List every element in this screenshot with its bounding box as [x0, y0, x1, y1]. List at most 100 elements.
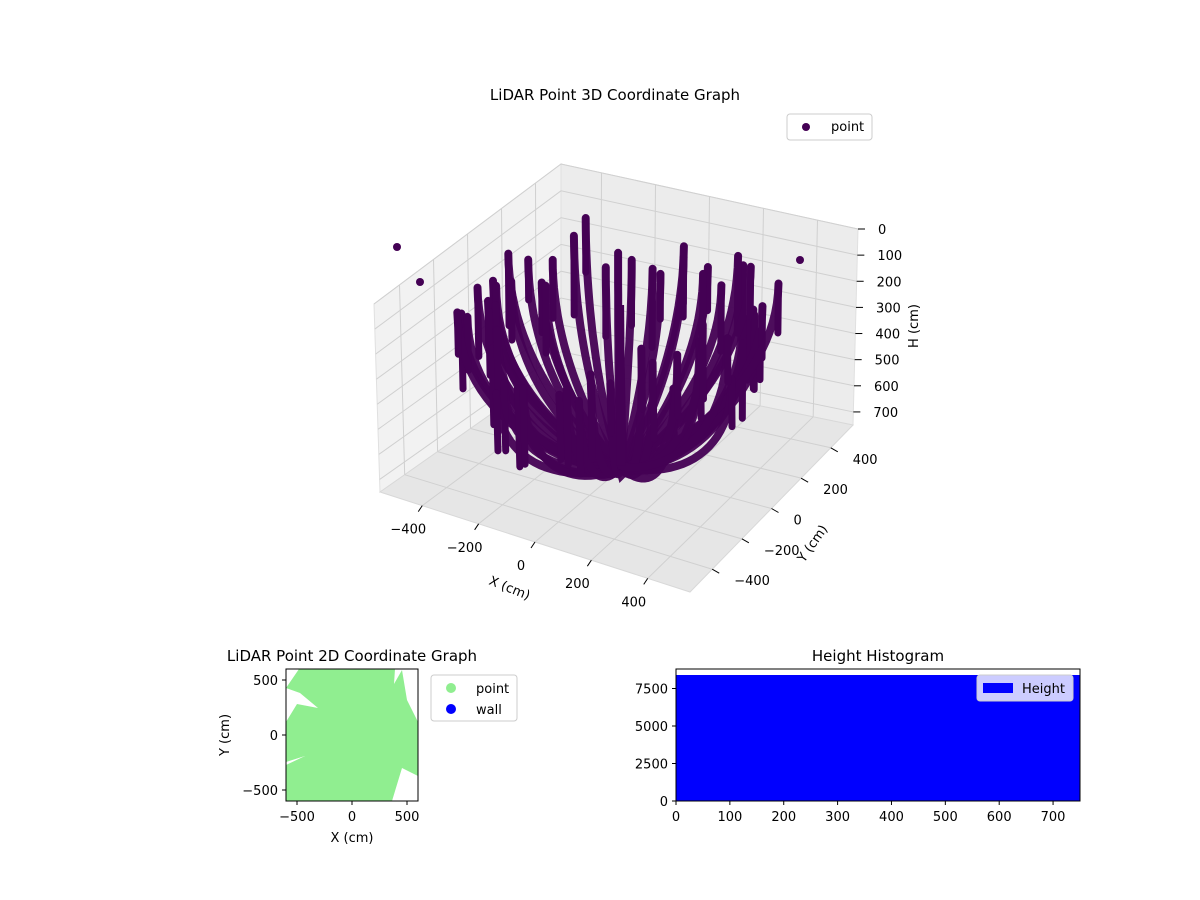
chart-3d-xlabel: X (cm) [487, 574, 532, 604]
chart-3d-title: LiDAR Point 3D Coordinate Graph [490, 86, 740, 104]
histogram-legend-swatch [983, 683, 1013, 693]
chart-2d-xtick-label: −500 [279, 810, 315, 825]
point-column [587, 370, 597, 463]
chart-2d-legend-marker-point [446, 683, 456, 693]
histogram-frame [675, 668, 1081, 802]
chart-3d-legend-box [786, 113, 873, 141]
chart-3d-ztick-label: 300 [876, 301, 901, 316]
point-column [733, 252, 742, 337]
chart-3d-ticks: −400 −200 0 200 400 −400 −200 0 200 400 0 100 200 300… [390, 223, 902, 610]
histogram-ytick-label: 7500 [635, 683, 668, 698]
point-column [774, 279, 783, 337]
chart-3d-ytick [771, 508, 779, 513]
chart-3d-ytick [800, 477, 809, 483]
point-column [519, 384, 529, 468]
chart-3d-zlabel: H (cm) [907, 304, 922, 348]
chart-3d-xtick-label: 0 [517, 559, 525, 574]
chart-2d-ytick-label: 500 [253, 674, 278, 689]
chart-3d-ytick-label: −200 [764, 544, 800, 559]
chart-2d-ticks: −500 0 500 500 0 −500 [242, 674, 419, 825]
chart-3d-ytick [741, 538, 750, 544]
chart-3d-ztick-label: 500 [875, 354, 900, 369]
chart-3d-ytick-label: 400 [853, 453, 878, 468]
histogram-ytick-label: 5000 [635, 720, 668, 735]
chart-3d-ztick-label: 600 [874, 380, 899, 395]
chart-3d-xtick [417, 505, 423, 512]
chart-2d-ytick-label: 0 [270, 729, 278, 744]
gridline-x-floor [647, 416, 814, 579]
histogram-xtick-label: 100 [717, 810, 742, 825]
gridline-x-back [600, 172, 602, 374]
chart-2d-xlabel: X (cm) [331, 831, 374, 846]
histogram-xtick-label: 600 [987, 810, 1012, 825]
chart-3d-legend: point [786, 113, 873, 141]
point-outlier [393, 243, 401, 251]
point-outlier [416, 278, 424, 286]
histogram-ytick-label: 2500 [635, 758, 668, 773]
chart-3d-point-cloud [393, 214, 804, 484]
chart-2d-xtick-label: 500 [395, 810, 420, 825]
point-column [699, 321, 707, 403]
histogram-title: Height Histogram [812, 647, 944, 665]
histogram-ytick-label: 0 [660, 795, 668, 810]
histogram-legend-box [976, 674, 1074, 702]
point-column [649, 359, 658, 443]
gridline-y-back [535, 183, 537, 383]
chart-3d-xtick [474, 523, 480, 531]
point-column [542, 282, 550, 357]
chart-3d-ylabel: Y (cm) [794, 522, 831, 566]
chart-3d-xtick-label: 200 [565, 577, 590, 592]
gridline-z [373, 163, 859, 305]
histogram-xtick-label: 0 [672, 810, 680, 825]
chart-3d-legend-label: point [831, 120, 864, 135]
point-column [474, 284, 483, 360]
gridline-z [376, 243, 857, 380]
chart-2d-plot-area [286, 669, 418, 801]
point-column [637, 345, 646, 413]
point-column [717, 281, 725, 355]
chart-3d-ytick-label: 200 [823, 483, 848, 498]
gridline-y-back [433, 259, 439, 452]
point-column [514, 384, 524, 471]
point-column [562, 386, 572, 469]
gridline-x-floor [591, 405, 761, 561]
chart-2d-ytick-label: −500 [242, 784, 278, 799]
point-column [575, 397, 585, 478]
chart-3d-ztick-label: 100 [877, 249, 902, 264]
gridline-z [374, 190, 858, 330]
histogram-legend: Height [976, 674, 1074, 702]
histogram-xtick-label: 400 [879, 810, 904, 825]
chart-2d-point-region [286, 669, 418, 801]
chart-3d-ytick [711, 568, 720, 574]
histogram-ticks: 0 100 200 300 400 500 600 700 0 2500 5000 7500 [635, 683, 1066, 826]
chart-3d-xtick-label: −400 [390, 523, 426, 538]
chart-2d-xtick-label: 0 [348, 810, 356, 825]
chart-3d-xtick [586, 559, 592, 567]
chart-2d-legend-label-wall: wall [476, 703, 502, 718]
point-arc [617, 334, 732, 472]
point-column [492, 389, 502, 455]
gridline-y-back [399, 284, 406, 475]
chart-3d-ztick-label: 700 [873, 406, 898, 421]
point-column [679, 242, 688, 308]
histogram-xtick-label: 700 [1041, 810, 1066, 825]
chart-2d-legend: point wall [430, 674, 518, 722]
chart-3d-ytick-label: 0 [794, 514, 802, 529]
point-column [746, 263, 755, 320]
point-column [555, 391, 565, 464]
chart-2d-title: LiDAR Point 2D Coordinate Graph [227, 647, 477, 665]
chart-histogram: Height Histogram 0 100 200 300 400 500 600 7000… [635, 647, 1081, 826]
point-arc [617, 375, 736, 475]
gridline-x-back [812, 220, 818, 417]
histogram-legend-label: Height [1022, 682, 1065, 697]
chart-2d: LiDAR Point 2D Coordinate Graph −500 0 500… [218, 647, 518, 846]
point-column [606, 379, 615, 437]
point-spine [615, 305, 626, 466]
point-column [453, 308, 462, 358]
chart-3d-xtick-label: 400 [621, 595, 646, 610]
histogram-xtick-label: 500 [933, 810, 958, 825]
chart-2d-ylabel: Y (cm) [218, 714, 233, 757]
histogram-xtick-label: 200 [771, 810, 796, 825]
point-column [673, 351, 682, 420]
